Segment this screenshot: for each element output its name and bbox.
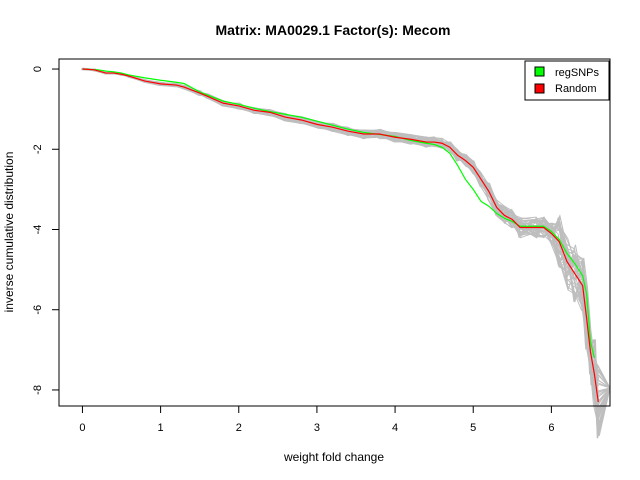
series-line-random [82, 68, 599, 403]
x-tick-label: 0 [79, 422, 85, 434]
legend: regSNPs Random [524, 60, 610, 101]
x-axis-label: weight fold change [283, 450, 384, 464]
series-lines [82, 68, 599, 403]
y-tick-label: -8 [32, 385, 44, 395]
y-tick-label: -2 [32, 144, 44, 154]
y-tick-label: 0 [32, 66, 44, 72]
y-tick-label: -4 [32, 225, 44, 235]
random-background-lines [81, 67, 611, 439]
legend-label-regsnps: regSNPs [555, 67, 600, 79]
y-axis-label: inverse cumulative distribution [2, 152, 16, 313]
x-tick-label: 3 [314, 422, 320, 434]
x-axis: 0 1 2 3 4 5 6 [79, 405, 554, 434]
y-axis: 0 -2 -4 -6 -8 [32, 66, 60, 395]
y-tick-label: -6 [32, 305, 44, 315]
x-tick-label: 5 [470, 422, 476, 434]
x-tick-label: 4 [392, 422, 398, 434]
x-tick-label: 6 [548, 422, 554, 434]
x-tick-label: 1 [158, 422, 164, 434]
x-tick-label: 2 [236, 422, 242, 434]
legend-swatch-random [534, 83, 545, 94]
legend-label-random: Random [555, 83, 597, 95]
legend-swatch-regsnps [534, 66, 545, 77]
chart-title: Matrix: MA0029.1 Factor(s): Mecom [216, 22, 451, 38]
